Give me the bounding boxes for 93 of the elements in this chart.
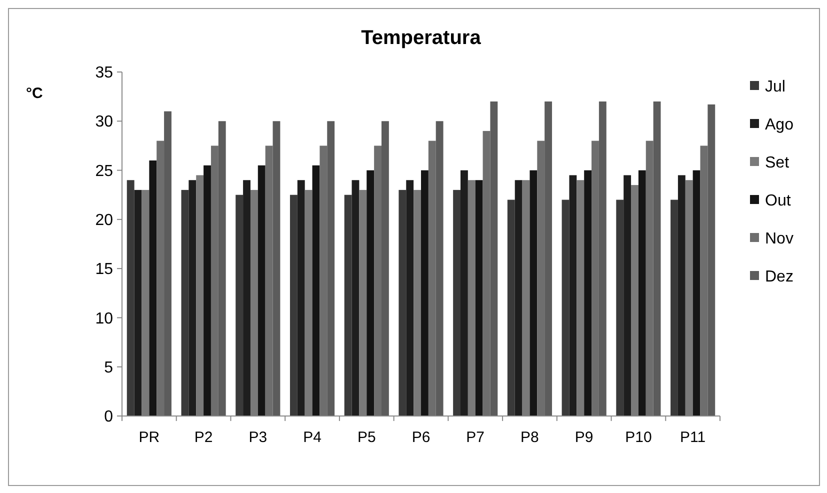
bar xyxy=(272,121,280,416)
bar xyxy=(359,190,367,416)
bar xyxy=(537,140,545,416)
bar xyxy=(638,170,646,416)
x-tick-label: P9 xyxy=(574,429,594,446)
legend-label: Set xyxy=(765,154,790,172)
bar xyxy=(708,104,716,416)
bar xyxy=(134,190,142,416)
bar xyxy=(320,146,328,416)
bar xyxy=(616,200,624,416)
bar xyxy=(436,121,444,416)
bar xyxy=(428,140,436,416)
y-tick-label: 35 xyxy=(95,64,114,82)
bar xyxy=(149,160,157,416)
y-tick-label: 0 xyxy=(104,408,114,426)
bar xyxy=(236,194,244,416)
bar xyxy=(678,175,686,416)
bar xyxy=(414,190,421,416)
bar xyxy=(164,111,172,416)
bar xyxy=(562,200,570,416)
x-tick-label: P8 xyxy=(520,429,539,446)
bar xyxy=(290,194,298,416)
x-tick-label: PR xyxy=(138,429,160,446)
bar xyxy=(624,175,632,416)
bar xyxy=(243,180,250,416)
bar xyxy=(218,121,226,416)
bar xyxy=(692,170,700,416)
bar xyxy=(406,180,414,416)
bar xyxy=(631,185,638,416)
bar xyxy=(482,130,490,416)
bar xyxy=(544,101,552,416)
bar xyxy=(204,165,211,416)
bar xyxy=(460,170,468,416)
bar xyxy=(569,175,577,416)
bar xyxy=(344,194,352,416)
bar xyxy=(210,146,218,416)
bar xyxy=(592,140,599,416)
bar xyxy=(514,180,522,416)
bar xyxy=(421,170,428,416)
bar xyxy=(598,101,606,416)
bar xyxy=(304,190,312,416)
bar xyxy=(265,146,273,416)
bar xyxy=(468,180,476,416)
y-tick-label: 30 xyxy=(95,114,114,131)
legend-label: Ago xyxy=(765,116,794,134)
bar xyxy=(312,165,320,416)
bar xyxy=(250,190,258,416)
y-tick-label: 20 xyxy=(95,212,114,230)
y-tick-label: 10 xyxy=(95,310,114,328)
y-tick-label: 5 xyxy=(104,359,114,376)
bar xyxy=(156,140,164,416)
bar xyxy=(142,190,150,416)
x-tick-label: P10 xyxy=(625,429,652,446)
bar xyxy=(576,180,584,416)
bar xyxy=(685,180,693,416)
bar xyxy=(181,190,189,416)
bar xyxy=(374,146,382,416)
x-tick-label: P11 xyxy=(680,429,706,446)
x-tick-label: P7 xyxy=(466,429,485,446)
bar xyxy=(653,101,661,416)
bar xyxy=(646,140,654,416)
bar xyxy=(507,200,515,416)
bar xyxy=(398,190,406,416)
chart-title: Temperatura xyxy=(361,27,482,49)
x-tick-label: P2 xyxy=(194,429,213,446)
x-tick-label: P6 xyxy=(412,429,430,446)
bar xyxy=(297,180,305,416)
bar xyxy=(522,180,530,416)
bar xyxy=(327,121,335,416)
bar xyxy=(126,180,134,416)
bar xyxy=(475,180,483,416)
bar xyxy=(196,175,204,416)
x-tick-label: P5 xyxy=(357,429,376,446)
bar xyxy=(670,200,678,416)
bar xyxy=(584,170,592,416)
bar xyxy=(352,180,360,416)
bar xyxy=(258,165,266,416)
bar xyxy=(490,101,498,416)
x-tick-label: P4 xyxy=(303,429,322,446)
legend-label: Jul xyxy=(765,78,786,96)
legend-label: Dez xyxy=(765,268,794,286)
bar xyxy=(188,180,196,416)
y-axis-title: °C xyxy=(26,85,43,102)
legend-label: Out xyxy=(765,192,792,210)
legend-label: Nov xyxy=(765,230,794,248)
bar xyxy=(453,190,461,416)
x-tick-label: P3 xyxy=(248,429,268,446)
y-tick-label: 25 xyxy=(95,162,114,180)
y-tick-label: 15 xyxy=(95,261,114,278)
bar xyxy=(366,170,374,416)
bar xyxy=(381,121,389,416)
bar xyxy=(700,146,708,416)
bar xyxy=(530,170,538,416)
